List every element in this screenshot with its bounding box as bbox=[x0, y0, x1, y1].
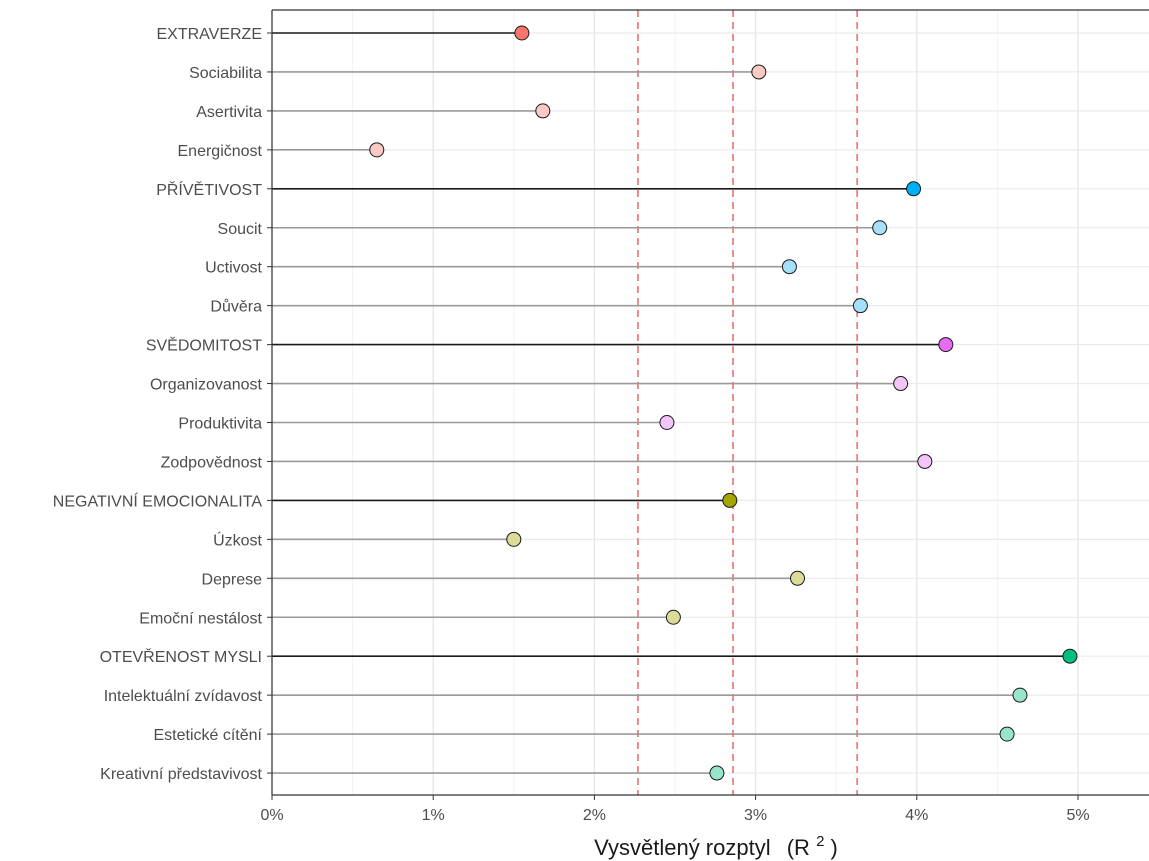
data-point bbox=[659, 415, 675, 430]
category-label: Uctivost bbox=[205, 260, 262, 277]
category-label: Důvěra bbox=[210, 298, 262, 316]
data-point bbox=[790, 570, 806, 586]
category-label: Soucit bbox=[218, 221, 263, 238]
stems bbox=[272, 32, 1070, 774]
data-point bbox=[906, 181, 922, 197]
category-label: EXTRAVERZE bbox=[157, 26, 263, 43]
category-label: Deprese bbox=[202, 571, 263, 588]
data-point bbox=[1012, 687, 1028, 703]
x-tick-label: 2% bbox=[583, 807, 606, 824]
category-label: Produktivita bbox=[178, 416, 262, 433]
data-point bbox=[852, 298, 868, 314]
data-point bbox=[722, 492, 738, 508]
x-axis-title-sup: 2 bbox=[816, 833, 824, 850]
data-point bbox=[999, 726, 1015, 742]
x-axis-title: Vysvětlený rozptyl (R 2 ) bbox=[594, 826, 838, 860]
category-label: Energičnost bbox=[178, 143, 263, 160]
category-label: Estetické cítění bbox=[154, 727, 263, 744]
data-point bbox=[665, 609, 681, 625]
data-point bbox=[535, 103, 551, 119]
x-axis-ticks: 0% 1% 2% 3% 4% 5% bbox=[260, 795, 1090, 824]
x-tick-label: 3% bbox=[744, 807, 767, 824]
data-point bbox=[938, 337, 954, 353]
x-tick-label: 0% bbox=[260, 807, 283, 824]
category-label: NEGATIVNÍ EMOCIONALITA bbox=[53, 491, 263, 510]
category-label: PŘÍVĚTIVOST bbox=[156, 180, 262, 199]
data-point bbox=[751, 64, 767, 80]
category-label: OTEVŘENOST MYSLI bbox=[100, 647, 262, 666]
category-label: Kreativní představivost bbox=[100, 766, 262, 783]
category-label: Intelektuální zvídavost bbox=[104, 688, 263, 705]
axes bbox=[271, 9, 1149, 796]
data-point bbox=[872, 220, 888, 236]
x-tick-label: 1% bbox=[422, 807, 445, 824]
reference-lines bbox=[637, 10, 859, 795]
category-label: Zodpovědnost bbox=[161, 454, 263, 471]
data-point bbox=[893, 376, 909, 392]
dots bbox=[369, 25, 1078, 781]
category-label: Asertivita bbox=[196, 104, 262, 121]
category-label: Sociabilita bbox=[189, 65, 262, 82]
x-axis-title-text: Vysvětlený rozptyl bbox=[594, 835, 770, 860]
x-axis-title-symbol: (R bbox=[787, 835, 810, 860]
x-axis-title-close: ) bbox=[831, 835, 838, 860]
x-tick-label: 4% bbox=[905, 807, 928, 824]
data-point bbox=[506, 531, 522, 547]
category-label: SVĚDOMITOST bbox=[146, 336, 262, 355]
data-point bbox=[514, 25, 530, 41]
data-point bbox=[1062, 648, 1078, 664]
category-label: Emoční nestálost bbox=[139, 610, 262, 627]
data-point bbox=[781, 259, 797, 275]
category-label: Organizovanost bbox=[150, 377, 263, 394]
data-point bbox=[917, 453, 933, 469]
grid-lines bbox=[271, 10, 1149, 795]
data-point bbox=[709, 765, 725, 781]
y-axis-labels: EXTRAVERZE Sociabilita Asertivita Energično… bbox=[53, 26, 272, 783]
category-label: Úzkost bbox=[213, 530, 262, 549]
data-point bbox=[369, 142, 385, 158]
x-tick-label: 5% bbox=[1066, 807, 1089, 824]
